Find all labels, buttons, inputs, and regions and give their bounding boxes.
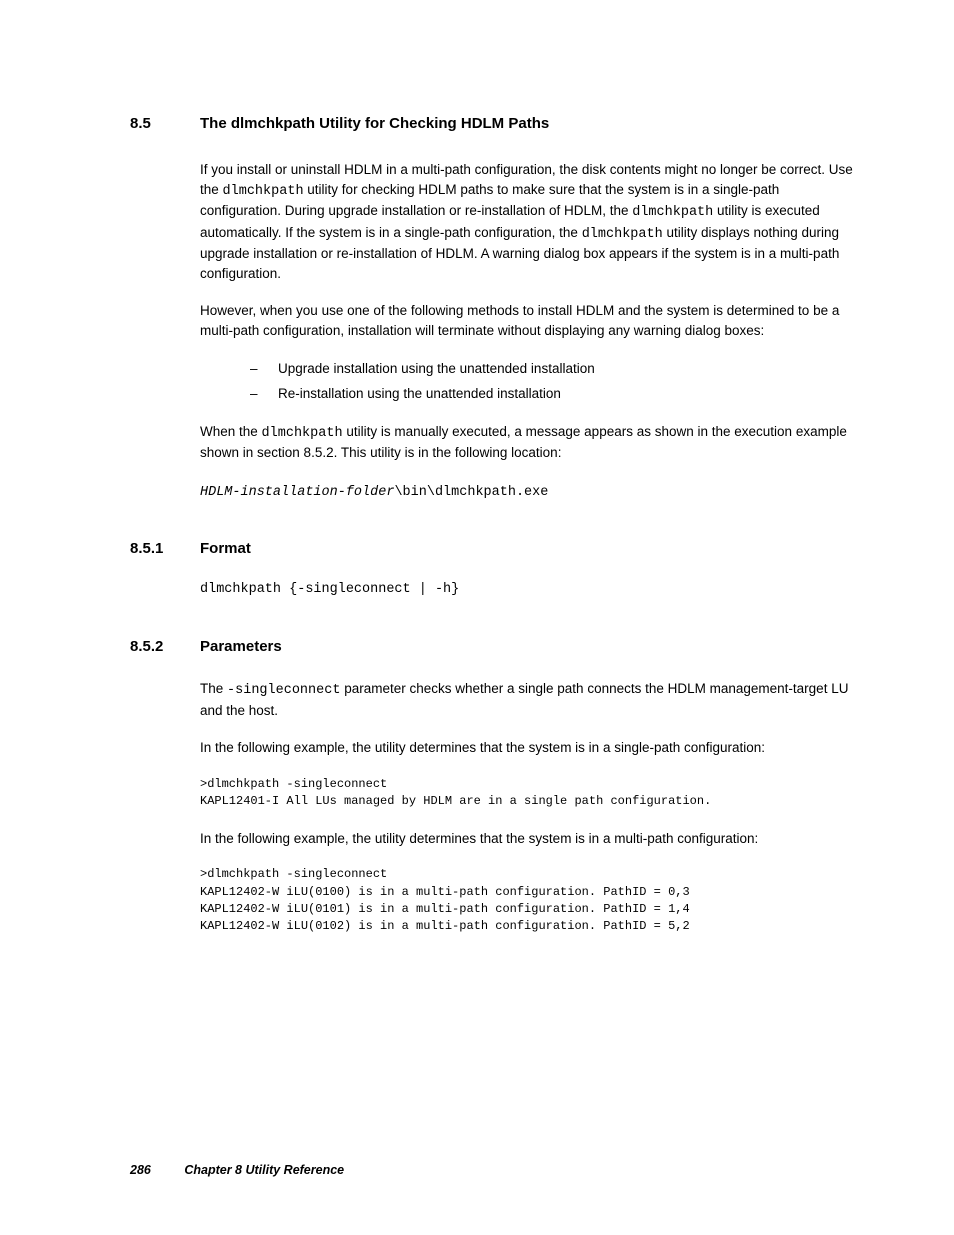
text: The (200, 681, 227, 696)
inline-code: dlmchkpath (632, 205, 713, 220)
list-item: – Upgrade installation using the unatten… (250, 359, 864, 379)
subsection-heading: 8.5.2 Parameters (130, 638, 864, 655)
page-footer: 286 Chapter 8 Utility Reference (130, 1163, 344, 1177)
chapter-label: Chapter 8 Utility Reference (184, 1163, 344, 1177)
section-number: 8.5 (130, 115, 200, 132)
section-title: The dlmchkpath Utility for Checking HDLM… (200, 115, 549, 132)
path-suffix: \bin\dlmchkpath.exe (394, 485, 548, 500)
page-number: 286 (130, 1163, 151, 1177)
list-item: – Re-installation using the unattended i… (250, 384, 864, 404)
subsection-number: 8.5.2 (130, 638, 200, 655)
text: When the (200, 424, 262, 439)
list-item-text: Re-installation using the unattended ins… (278, 384, 561, 404)
subsection-title: Parameters (200, 638, 282, 655)
bullet-dash-icon: – (250, 384, 278, 404)
paragraph: The -singleconnect parameter checks whet… (200, 679, 864, 720)
code-block: dlmchkpath {-singleconnect | -h} (200, 581, 864, 600)
list-item-text: Upgrade installation using the unattende… (278, 359, 595, 379)
inline-code: dlmchkpath (262, 426, 343, 441)
inline-code: dlmchkpath (223, 184, 304, 199)
path-line: HDLM-installation-folder\bin\dlmchkpath.… (200, 481, 864, 503)
paragraph: If you install or uninstall HDLM in a mu… (200, 160, 864, 283)
paragraph: In the following example, the utility de… (200, 738, 864, 758)
section-body: If you install or uninstall HDLM in a mu… (200, 160, 864, 502)
subsection-body: dlmchkpath {-singleconnect | -h} (200, 581, 864, 600)
inline-code: -singleconnect (227, 683, 340, 698)
bullet-dash-icon: – (250, 359, 278, 379)
subsection-title: Format (200, 540, 251, 557)
subsection-number: 8.5.1 (130, 540, 200, 557)
code-block: >dlmchkpath -singleconnect KAPL12401-I A… (200, 776, 864, 811)
subsection-heading: 8.5.1 Format (130, 540, 864, 557)
code-block: >dlmchkpath -singleconnect KAPL12402-W i… (200, 866, 864, 936)
paragraph: In the following example, the utility de… (200, 829, 864, 849)
path-variable: HDLM-installation-folder (200, 485, 394, 500)
paragraph: When the dlmchkpath utility is manually … (200, 422, 864, 463)
inline-code: dlmchkpath (582, 227, 663, 242)
document-page: 8.5 The dlmchkpath Utility for Checking … (0, 0, 954, 936)
bullet-list: – Upgrade installation using the unatten… (250, 359, 864, 404)
section-heading: 8.5 The dlmchkpath Utility for Checking … (130, 115, 864, 132)
paragraph: However, when you use one of the followi… (200, 301, 864, 340)
subsection-body: The -singleconnect parameter checks whet… (200, 679, 864, 936)
